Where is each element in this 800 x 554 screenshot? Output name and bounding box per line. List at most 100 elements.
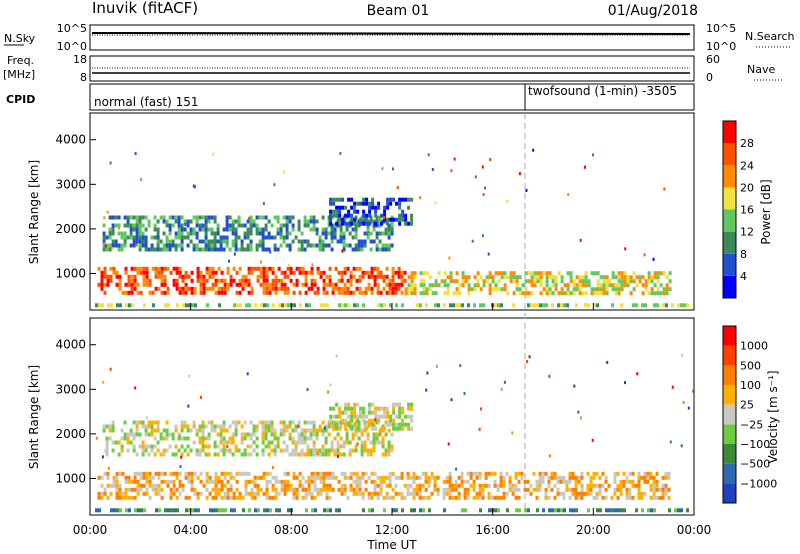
heatmap-cell	[647, 291, 651, 296]
heatmap-cell	[259, 270, 263, 275]
heatmap-cell	[283, 282, 287, 287]
heatmap-cell	[97, 491, 101, 496]
heatmap-cell	[139, 471, 143, 476]
heatmap-cell	[566, 303, 569, 308]
heatmap-cell	[213, 424, 217, 429]
heatmap-cell	[475, 495, 479, 500]
heatmap-cell	[222, 424, 226, 429]
heatmap-cell	[332, 406, 336, 411]
heatmap-cell	[620, 287, 624, 292]
heatmap-cell	[202, 290, 206, 295]
heatmap-cell	[193, 286, 197, 291]
heatmap-cell	[241, 471, 245, 476]
heatmap-cell	[219, 424, 223, 429]
heatmap-cell	[524, 287, 528, 292]
heatmap-cell	[463, 487, 467, 492]
colorbar-tick-label: 100	[740, 379, 761, 392]
heatmap-cell	[277, 278, 281, 283]
heatmap-cell	[307, 475, 311, 480]
heatmap-cell	[129, 223, 133, 228]
heatmap-cell	[347, 414, 351, 419]
heatmap-cell	[97, 475, 101, 480]
heatmap-cell	[410, 217, 414, 222]
heatmap-cell	[186, 452, 190, 457]
heatmap-cell	[274, 278, 278, 283]
heatmap-cell	[392, 406, 396, 411]
heatmap-cell	[294, 428, 298, 433]
heatmap-cell	[656, 271, 660, 276]
heatmap-cell	[623, 279, 627, 284]
heatmap-cell	[592, 495, 596, 500]
heatmap-cell	[631, 479, 635, 484]
heatmap-cell	[157, 471, 161, 476]
heatmap-cell	[187, 471, 191, 476]
heatmap-cell	[208, 479, 212, 484]
heatmap-cell	[309, 219, 313, 224]
heatmap-cell	[108, 424, 112, 429]
heatmap-cell	[289, 278, 293, 283]
heatmap-cell	[274, 274, 278, 279]
heatmap-cell	[208, 491, 212, 496]
heatmap-cell	[635, 303, 638, 308]
heatmap-cell	[655, 479, 659, 484]
heatmap-cell	[144, 243, 148, 248]
heatmap-cell	[210, 428, 214, 433]
heatmap-cell	[106, 282, 110, 287]
heatmap-cell	[332, 209, 336, 214]
heatmap-cell	[301, 483, 305, 488]
heatmap-cell	[350, 406, 354, 411]
heatmap-cell	[392, 426, 396, 431]
heatmap-cell	[186, 235, 190, 240]
heatmap-cell	[288, 247, 292, 252]
heatmap-cell	[117, 440, 121, 445]
heatmap-cell	[237, 219, 241, 224]
heatmap-cell	[388, 479, 392, 484]
heatmap-cell	[331, 475, 335, 480]
heatmap-cell	[241, 495, 245, 500]
heatmap-cell	[524, 508, 527, 513]
heatmap-cell	[628, 491, 632, 496]
heatmap-cell	[171, 239, 175, 244]
heatmap-cell	[189, 219, 193, 224]
heatmap-cell	[574, 479, 578, 484]
heatmap-cell	[608, 279, 612, 284]
heatmap-cell	[130, 274, 134, 279]
heatmap-cell	[249, 444, 253, 449]
heatmap-cell	[478, 427, 481, 431]
heatmap-cell	[247, 290, 251, 295]
heatmap-cell	[120, 444, 124, 449]
heatmap-cell	[614, 287, 618, 292]
heatmap-cell	[141, 424, 145, 429]
heatmap-cell	[209, 508, 212, 513]
heatmap-cell	[350, 197, 354, 202]
heatmap-cell	[309, 452, 313, 457]
heatmap-cell	[338, 426, 342, 431]
heatmap-cell	[557, 508, 560, 513]
heatmap-cell	[379, 290, 383, 295]
heatmap-cell	[372, 448, 376, 453]
heatmap-cell	[338, 197, 342, 202]
heatmap-cell	[103, 216, 106, 220]
heatmap-cell	[271, 495, 275, 500]
heatmap-cell	[647, 508, 650, 513]
heatmap-cell	[216, 452, 220, 457]
heatmap-cell	[313, 278, 317, 283]
heatmap-cell	[123, 243, 127, 248]
heatmap-cell	[216, 424, 220, 429]
heatmap-cell	[530, 279, 534, 284]
heatmap-cell	[379, 270, 383, 275]
heatmap-cell	[117, 231, 121, 236]
heatmap-cell	[596, 303, 599, 308]
heatmap-cell	[671, 303, 674, 308]
heatmap-cell	[129, 440, 133, 445]
heatmap-cell	[219, 239, 223, 244]
heatmap-cell	[231, 231, 235, 236]
heatmap-cell	[118, 483, 122, 488]
heatmap-cell	[337, 487, 341, 492]
heatmap-cell	[184, 286, 188, 291]
heatmap-cell	[228, 247, 232, 252]
heatmap-cell	[267, 428, 271, 433]
heatmap-cell	[119, 303, 122, 308]
heatmap-cell	[646, 471, 650, 476]
heatmap-cell	[214, 290, 218, 295]
